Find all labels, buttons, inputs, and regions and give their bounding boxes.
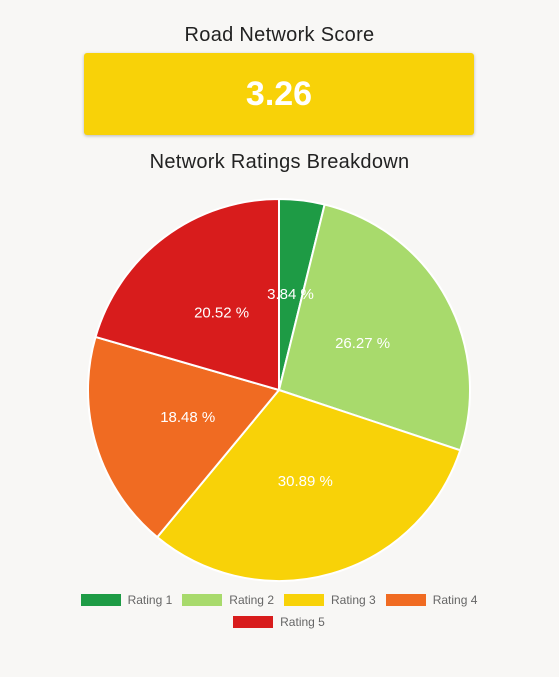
slice-label: 26.27 % bbox=[335, 335, 390, 352]
pie-slice-rating-4[interactable] bbox=[87, 335, 281, 539]
legend-label: Rating 3 bbox=[331, 593, 376, 607]
score-title: Road Network Score bbox=[184, 24, 375, 46]
legend-item-rating-5[interactable]: Rating 5 bbox=[233, 614, 327, 630]
legend-swatch bbox=[385, 594, 426, 606]
pie-slice-rating-5[interactable] bbox=[94, 197, 280, 392]
legend-item-rating-2[interactable]: Rating 2 bbox=[182, 592, 276, 608]
legend-label: Rating 4 bbox=[432, 593, 478, 607]
slice-label: 18.48 % bbox=[160, 409, 215, 426]
legend-item-rating-1[interactable]: Rating 1 bbox=[80, 592, 175, 608]
score-box: 3.26 bbox=[84, 53, 474, 135]
legend-label: Rating 2 bbox=[229, 593, 274, 607]
breakdown-title: Network Ratings Breakdown bbox=[149, 151, 410, 173]
legend-label: Rating 5 bbox=[280, 615, 325, 629]
legend-swatch bbox=[284, 594, 324, 606]
legend-label: Rating 1 bbox=[127, 593, 173, 607]
score-value: 3.26 bbox=[245, 74, 313, 113]
legend-swatch bbox=[233, 616, 274, 628]
pie-slice-rating-2[interactable] bbox=[277, 203, 471, 452]
chart-legend: Rating 1 Rating 2 Rating 3 Rating 4 Rating 5 bbox=[60, 592, 500, 630]
legend-swatch bbox=[80, 594, 121, 606]
pie-slice-rating-3[interactable] bbox=[155, 388, 462, 582]
slice-label: 3.84 % bbox=[267, 286, 314, 303]
slice-label: 30.89 % bbox=[278, 473, 333, 490]
legend-swatch bbox=[182, 594, 223, 606]
slice-label: 20.52 % bbox=[194, 305, 249, 322]
legend-item-rating-3[interactable]: Rating 3 bbox=[284, 592, 378, 608]
legend-item-rating-4[interactable]: Rating 4 bbox=[385, 592, 480, 608]
